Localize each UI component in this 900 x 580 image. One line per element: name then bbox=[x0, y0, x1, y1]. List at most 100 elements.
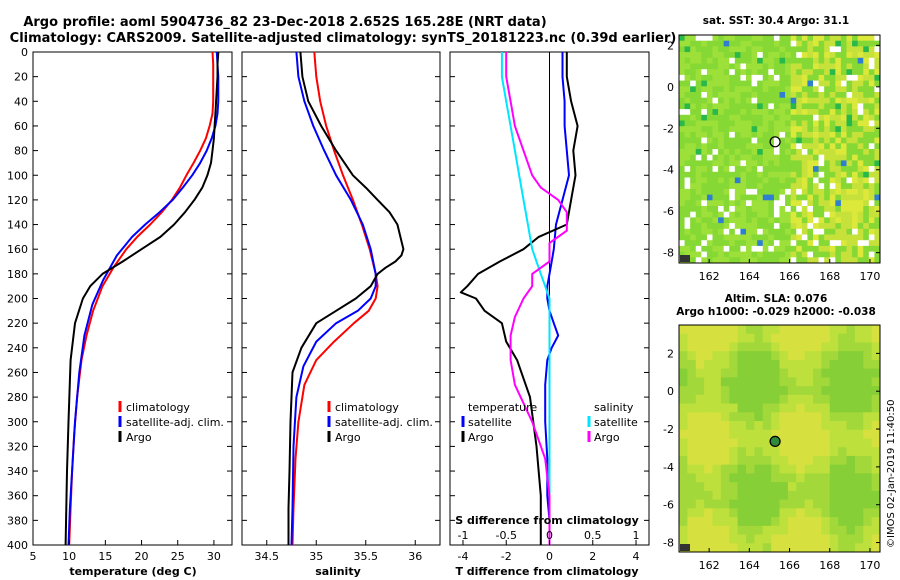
map-cell bbox=[740, 52, 747, 59]
map-cell bbox=[729, 126, 736, 133]
map-cell bbox=[857, 194, 864, 201]
map-cell bbox=[835, 57, 842, 64]
map-cell bbox=[829, 464, 839, 474]
map-cell bbox=[684, 183, 691, 190]
depth-tick-label: 320 bbox=[7, 440, 28, 453]
map-cell bbox=[840, 57, 847, 64]
map-cell bbox=[718, 103, 725, 110]
map-cell bbox=[840, 200, 847, 207]
map-cell bbox=[857, 245, 864, 252]
map-cell bbox=[818, 228, 825, 235]
map-x-tick-label: 162 bbox=[699, 270, 720, 283]
map-cell bbox=[729, 177, 736, 184]
map-cell bbox=[768, 126, 775, 133]
map-cell bbox=[734, 131, 741, 138]
map-cell bbox=[712, 143, 719, 150]
map-cell bbox=[829, 46, 836, 53]
map-cell bbox=[813, 464, 822, 474]
map-cell bbox=[852, 137, 859, 144]
map-cell bbox=[734, 52, 741, 59]
map-cell bbox=[779, 35, 786, 42]
map-cell bbox=[801, 46, 808, 53]
map-cell bbox=[787, 377, 797, 387]
map-cell bbox=[771, 394, 780, 404]
series-line-salinity-argo bbox=[505, 52, 568, 545]
map-cell bbox=[821, 342, 831, 352]
sst-argo-location-marker bbox=[769, 136, 781, 148]
map-cell bbox=[801, 109, 808, 116]
map-cell bbox=[687, 455, 697, 466]
map-cell bbox=[762, 171, 769, 178]
x-tick-label: 25 bbox=[171, 550, 185, 563]
map-cell bbox=[734, 194, 741, 201]
map-cell bbox=[868, 149, 875, 156]
map-cell bbox=[813, 80, 819, 87]
map-cell bbox=[737, 534, 747, 544]
map-cell bbox=[796, 228, 803, 235]
map-cell bbox=[723, 217, 730, 224]
map-cell bbox=[840, 40, 847, 47]
map-cell bbox=[712, 403, 722, 413]
map-cell bbox=[779, 240, 786, 247]
map-cell bbox=[863, 257, 870, 264]
map-cell bbox=[824, 200, 831, 207]
map-cell bbox=[785, 183, 792, 190]
map-cell bbox=[824, 234, 831, 241]
map-cell bbox=[706, 200, 713, 207]
map-cell bbox=[695, 57, 702, 64]
map-cell bbox=[846, 525, 856, 535]
map-cell bbox=[712, 166, 719, 173]
map-cell bbox=[846, 86, 853, 93]
map-cell bbox=[829, 143, 836, 150]
map-cell bbox=[718, 52, 725, 59]
map-cell bbox=[796, 86, 803, 93]
map-cell bbox=[729, 342, 739, 352]
map-cell bbox=[818, 52, 825, 59]
map-cell bbox=[746, 543, 755, 553]
map-cell bbox=[846, 543, 856, 553]
map-cell bbox=[762, 543, 772, 553]
map-cell bbox=[706, 131, 713, 138]
map-cell bbox=[804, 333, 814, 343]
map-cell bbox=[857, 114, 864, 121]
map-cell bbox=[746, 52, 752, 59]
map-cell bbox=[746, 455, 755, 466]
map-cell bbox=[704, 447, 713, 457]
map-cell bbox=[762, 97, 769, 104]
map-cell bbox=[824, 80, 831, 87]
map-cell bbox=[852, 63, 859, 70]
map-cell bbox=[807, 223, 814, 230]
map-cell bbox=[818, 143, 825, 150]
map-cell bbox=[807, 183, 814, 190]
map-cell bbox=[824, 46, 831, 53]
map-cell bbox=[768, 120, 775, 127]
map-cell bbox=[754, 517, 764, 527]
map-cell bbox=[712, 438, 722, 448]
map-cell bbox=[701, 188, 708, 195]
map-cell bbox=[734, 245, 741, 252]
map-cell bbox=[796, 421, 806, 431]
map-cell bbox=[824, 177, 831, 184]
map-cell bbox=[846, 160, 853, 167]
map-cell bbox=[801, 251, 808, 258]
map-cell bbox=[785, 109, 792, 116]
map-cell bbox=[712, 63, 719, 70]
map-cell bbox=[751, 126, 758, 133]
map-y-tick-label: 2 bbox=[667, 347, 674, 360]
map-cell bbox=[829, 525, 839, 535]
map-cell bbox=[871, 368, 881, 378]
map-cell bbox=[813, 377, 822, 387]
map-cell bbox=[829, 80, 836, 87]
map-cell bbox=[695, 251, 702, 258]
map-cell bbox=[787, 534, 797, 544]
map-cell bbox=[723, 52, 730, 59]
map-cell bbox=[757, 40, 764, 47]
map-cell bbox=[846, 403, 856, 413]
map-cell bbox=[720, 394, 730, 404]
map-cell bbox=[835, 52, 842, 59]
map-cell bbox=[706, 188, 713, 195]
map-cell bbox=[701, 46, 708, 53]
map-cell bbox=[790, 143, 797, 150]
map-cell bbox=[857, 160, 864, 167]
map-cell bbox=[706, 69, 713, 76]
